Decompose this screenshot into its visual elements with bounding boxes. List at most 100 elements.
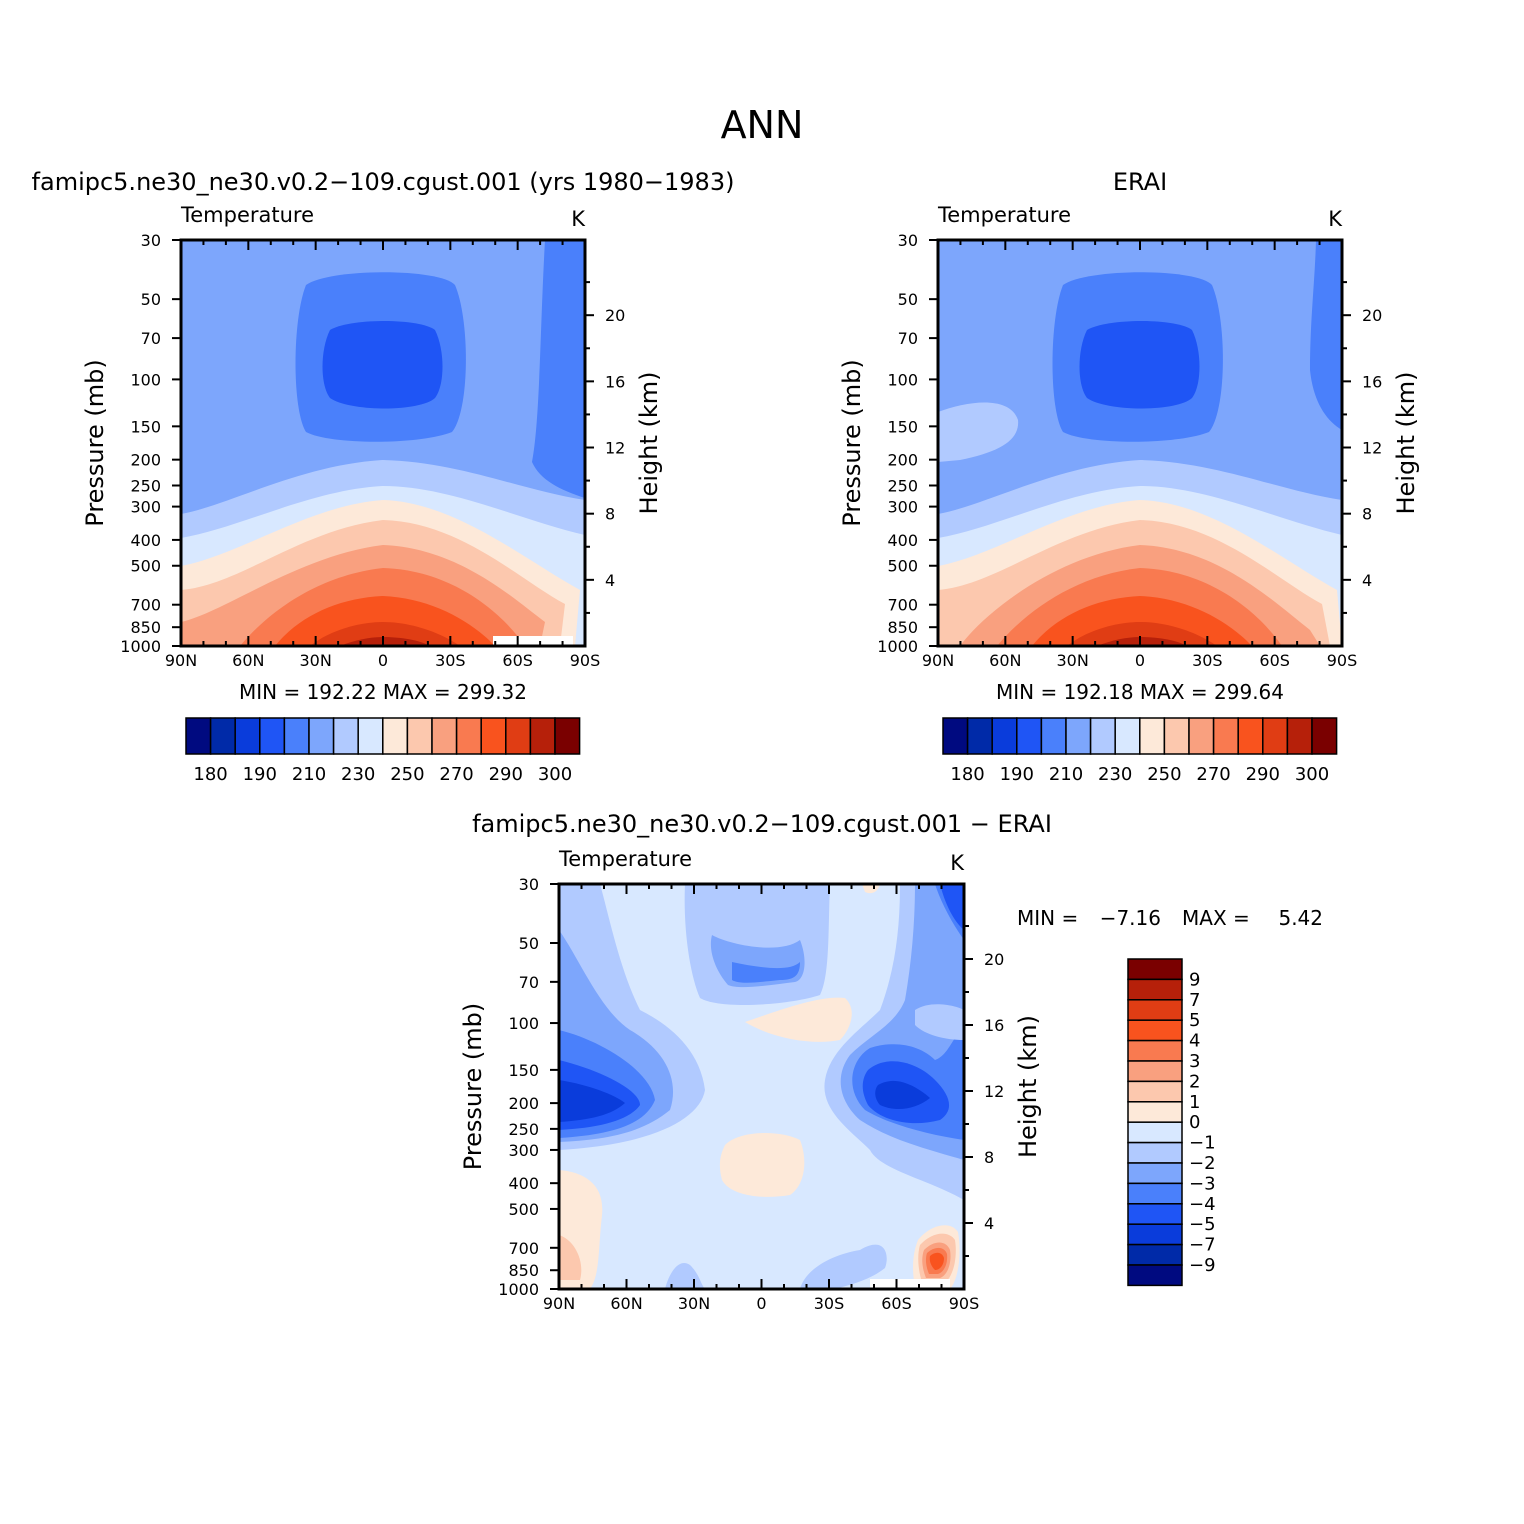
y-tick-label: 500 xyxy=(508,1200,539,1219)
x-tick-label: 60N xyxy=(232,651,264,670)
x-tick-label: 30N xyxy=(678,1294,710,1313)
colorbar-label: −9 xyxy=(1189,1255,1216,1276)
y-right-tick-label: 16 xyxy=(605,372,625,391)
x-tick-label: 90S xyxy=(1327,651,1358,670)
colorbar-label: 0 xyxy=(1189,1112,1200,1133)
panel-obs-variable: Temperature xyxy=(937,203,1071,227)
x-tick-label: 90S xyxy=(570,651,601,670)
y-tick-label: 700 xyxy=(508,1239,539,1258)
colorbar-swatch xyxy=(209,717,236,755)
y-tick-label: 250 xyxy=(508,1120,539,1139)
panel-model-units: K xyxy=(571,207,586,231)
y-tick-label: 850 xyxy=(130,618,161,637)
panel-diff-contour-neg3-top xyxy=(732,962,800,983)
panel-obs-colorbar: 180 190 210 230 250 270 290 300 xyxy=(942,717,1338,785)
y-tick-label: 300 xyxy=(508,1141,539,1160)
y-right-tick-label: 8 xyxy=(1362,505,1372,524)
y-right-tick-label: 16 xyxy=(1362,372,1382,391)
colorbar-label: 190 xyxy=(243,764,277,785)
x-tick-label: 0 xyxy=(378,651,388,670)
y-tick-label: 30 xyxy=(898,231,918,250)
colorbar-swatch xyxy=(1114,717,1141,755)
colorbar-label: 300 xyxy=(1295,764,1329,785)
y-right-tick-label: 12 xyxy=(1362,439,1382,458)
y-tick-label: 1000 xyxy=(120,637,161,656)
panel-diff-contour-pos2-left xyxy=(559,1235,582,1280)
panel-obs: ERAI Temperature K 90N 60N 30N 0 30S 60S 90S 30… xyxy=(838,168,1420,785)
panel-obs-contour-230-pole xyxy=(938,402,1019,462)
x-tick-label: 90N xyxy=(543,1294,575,1313)
colorbar-swatch xyxy=(1127,1101,1183,1123)
y-tick-label: 30 xyxy=(519,875,539,894)
colorbar-label: 190 xyxy=(1000,764,1034,785)
colorbar-swatch xyxy=(505,717,532,755)
colorbar-label: −4 xyxy=(1189,1194,1216,1215)
y-tick-label: 1000 xyxy=(877,637,918,656)
y-tick-label: 150 xyxy=(508,1061,539,1080)
panel-model-variable: Temperature xyxy=(180,203,314,227)
figure-title: ANN xyxy=(721,103,804,147)
x-tick-label: 60S xyxy=(1259,651,1290,670)
y-tick-label: 100 xyxy=(130,370,161,389)
colorbar-swatch xyxy=(1127,1060,1183,1083)
y-tick-label: 250 xyxy=(887,476,918,495)
y-right-tick-label: 8 xyxy=(984,1148,994,1167)
colorbar-swatch xyxy=(942,717,969,755)
panel-obs-units: K xyxy=(1328,207,1343,231)
panel-diff-contour-neg5-left xyxy=(559,1080,625,1122)
colorbar-swatch xyxy=(529,717,556,755)
y-right-tick-label: 4 xyxy=(605,571,615,590)
colorbar-swatch xyxy=(1127,1243,1183,1266)
y-tick-label: 50 xyxy=(141,290,161,309)
panel-diff-plot xyxy=(557,882,966,1291)
colorbar-swatch xyxy=(1286,717,1313,755)
y-right-axis-title: Height (km) xyxy=(1392,372,1420,515)
colorbar-swatch xyxy=(1237,717,1264,755)
panel-obs-contour-200 xyxy=(1079,321,1200,409)
colorbar-swatch xyxy=(185,717,212,755)
colorbar-label: 230 xyxy=(341,764,375,785)
panel-model-plot xyxy=(179,238,587,648)
x-tick-label: 30N xyxy=(1057,651,1089,670)
panel-diff-contour-neg1-surface2 xyxy=(800,1244,887,1289)
panel-obs-stats: MIN = 192.18 MAX = 299.64 xyxy=(996,680,1284,704)
y-right-axis-title: Height (km) xyxy=(635,372,663,515)
colorbar-swatch xyxy=(455,717,482,755)
panel-diff-contour-neg1-right2 xyxy=(915,1004,964,1040)
y-axis-title: Pressure (mb) xyxy=(459,1003,487,1170)
y-tick-label: 400 xyxy=(508,1174,539,1193)
y-axis-title: Pressure (mb) xyxy=(81,359,109,526)
colorbar-swatch xyxy=(1127,1182,1183,1205)
x-tick-label: 30N xyxy=(300,651,332,670)
panel-obs-contour-210-pole xyxy=(1310,240,1342,430)
x-tick-label: 60N xyxy=(610,1294,642,1313)
y-tick-label: 100 xyxy=(887,370,918,389)
colorbar-swatch xyxy=(1127,1203,1183,1225)
x-tick-label: 90N xyxy=(165,651,197,670)
colorbar-label: 270 xyxy=(439,764,473,785)
panel-model: famipc5.ne30_ne30.v0.2−109.cgust.001 (yr… xyxy=(32,168,735,785)
y-right-tick-label: 8 xyxy=(605,505,615,524)
x-tick-label: 30S xyxy=(435,651,466,670)
panel-model-contour-210-pole xyxy=(532,240,585,498)
y-tick-label: 200 xyxy=(508,1094,539,1113)
colorbar-swatch xyxy=(1127,1039,1183,1062)
y-tick-label: 150 xyxy=(887,417,918,436)
colorbar-label: 5 xyxy=(1189,1010,1200,1031)
panel-model-contour-290 xyxy=(275,596,495,646)
y-tick-label: 70 xyxy=(519,973,539,992)
x-tick-label: 30S xyxy=(1192,651,1223,670)
colorbar-label: 290 xyxy=(1246,764,1280,785)
colorbar-swatch xyxy=(554,717,581,755)
colorbar-swatch xyxy=(431,717,458,755)
y-right-tick-label: 12 xyxy=(605,439,625,458)
x-tick-label: 60S xyxy=(502,651,533,670)
panel-model-missing xyxy=(493,636,573,646)
colorbar-label: 1 xyxy=(1189,1092,1200,1113)
colorbar-label: −3 xyxy=(1189,1173,1216,1194)
colorbar-swatch xyxy=(382,717,409,755)
colorbar-swatch xyxy=(1040,717,1067,755)
